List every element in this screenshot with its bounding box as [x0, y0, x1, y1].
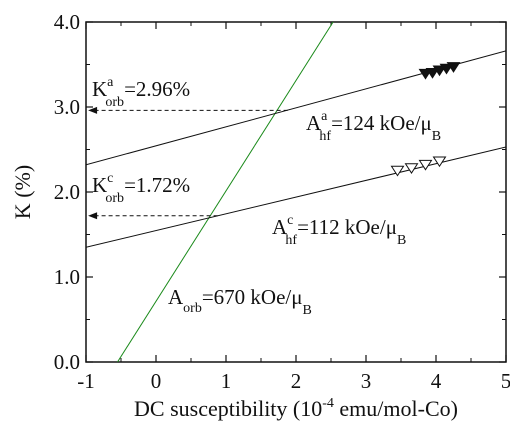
marker-filled-triangle: [432, 65, 447, 77]
y-tick-labels: 0.0 1.0 2.0 3.0 4.0: [54, 10, 80, 374]
marker-open-triangle: [404, 163, 419, 174]
y-tick-label: 2.0: [54, 180, 80, 204]
a-hf-a-label: Aa hf=124 kOe/μB: [306, 109, 441, 144]
a-hf-c-label: Ac hf=112 kOe/μB: [272, 213, 406, 248]
x-tick-label: 2: [291, 369, 302, 393]
marker-open-triangle: [432, 156, 447, 168]
x-tick-label: 0: [151, 369, 162, 393]
y-tick-label: 3.0: [54, 95, 80, 119]
plot-area: [85, 21, 507, 363]
y-tick-label: 1.0: [54, 265, 80, 289]
arrow-head: [88, 212, 98, 220]
fit-line-orb: [117, 22, 334, 362]
marker-filled-triangle: [425, 68, 440, 79]
y-tick-label: 4.0: [54, 10, 80, 34]
dashed-arrows: [88, 106, 288, 220]
y-tick-label: 0.0: [54, 350, 80, 374]
ticks: [85, 21, 507, 363]
k-orb-a-label: Ka orb=2.96%: [92, 75, 190, 110]
marker-filled-triangle: [439, 63, 454, 75]
x-tick-label: 3: [361, 369, 372, 393]
marker-open-triangle: [390, 165, 405, 177]
k-orb-c-label: Kc orb=1.72%: [92, 171, 190, 206]
marker-filled-triangle: [446, 62, 461, 73]
x-tick-label: 5: [501, 369, 510, 393]
arrow-head: [88, 106, 98, 114]
x-tick-label: 1: [221, 369, 232, 393]
x-tick-label: 4: [431, 369, 442, 393]
y-axis-title: K (%): [10, 165, 35, 219]
x-axis-title: DC susceptibility (10-4 emu/mol-Co): [134, 396, 458, 421]
x-tick-label: -1: [77, 369, 95, 393]
x-tick-labels: -1 0 1 2 3 4 5: [77, 369, 510, 393]
fit-line-c: [86, 146, 506, 248]
a-orb-label: Aorb=670 kOe/μB: [168, 285, 312, 318]
marker-open-triangle: [418, 159, 433, 171]
data-markers: [390, 62, 461, 177]
